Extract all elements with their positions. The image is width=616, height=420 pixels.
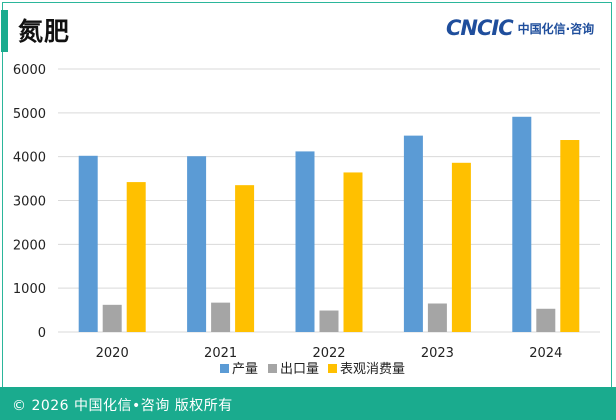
y-tick-label: 5000 — [13, 107, 46, 122]
bar-export-2023 — [427, 303, 447, 332]
bar-consumption-2023 — [451, 162, 471, 332]
page-title: 氮肥 — [18, 17, 71, 46]
logo-mark: CNCIC — [446, 16, 514, 40]
bar-consumption-2020 — [126, 182, 146, 332]
bar-export-2024 — [536, 308, 556, 332]
bar-export-2021 — [211, 302, 231, 332]
legend-swatch — [220, 364, 229, 373]
bar-export-2020 — [102, 304, 122, 332]
y-tick-label: 3000 — [13, 195, 46, 210]
bar-consumption-2022 — [343, 172, 363, 332]
legend-label: 产量 — [232, 362, 258, 377]
bar-production-2021 — [187, 156, 207, 332]
x-tick-label: 2022 — [312, 346, 345, 361]
y-tick-label: 4000 — [13, 151, 46, 166]
legend-label: 表观消费量 — [340, 362, 405, 377]
y-tick-label: 0 — [38, 326, 46, 341]
cncic-logo: CNCIC 中国化信·咨询 — [446, 16, 594, 40]
bar-production-2020 — [78, 155, 98, 332]
legend-swatch — [268, 364, 277, 373]
logo-text: 中国化信·咨询 — [517, 21, 595, 36]
y-tick-label: 6000 — [13, 63, 46, 78]
x-tick-label: 2023 — [421, 346, 454, 361]
legend-label: 出口量 — [280, 362, 319, 377]
y-tick-label: 2000 — [13, 238, 46, 253]
x-tick-label: 2020 — [96, 346, 129, 361]
y-tick-label: 1000 — [13, 282, 46, 297]
copyright-text: © 2026 中国化信•咨询 版权所有 — [12, 398, 233, 414]
bar-production-2024 — [512, 116, 532, 332]
title-accent-bar — [1, 10, 8, 52]
bar-production-2022 — [295, 151, 315, 332]
bar-export-2022 — [319, 310, 339, 332]
footer: © 2026 中国化信•咨询 版权所有 — [0, 387, 616, 420]
bar-production-2023 — [403, 135, 423, 332]
legend-swatch — [328, 364, 337, 373]
x-tick-label: 2021 — [204, 346, 237, 361]
bar-chart: 0 1000 2000 3000 4000 5000 6000 2020 2021 2022 202… — [13, 63, 600, 377]
bar-consumption-2021 — [235, 185, 255, 332]
bar-consumption-2024 — [560, 140, 580, 332]
x-tick-label: 2024 — [529, 346, 562, 361]
